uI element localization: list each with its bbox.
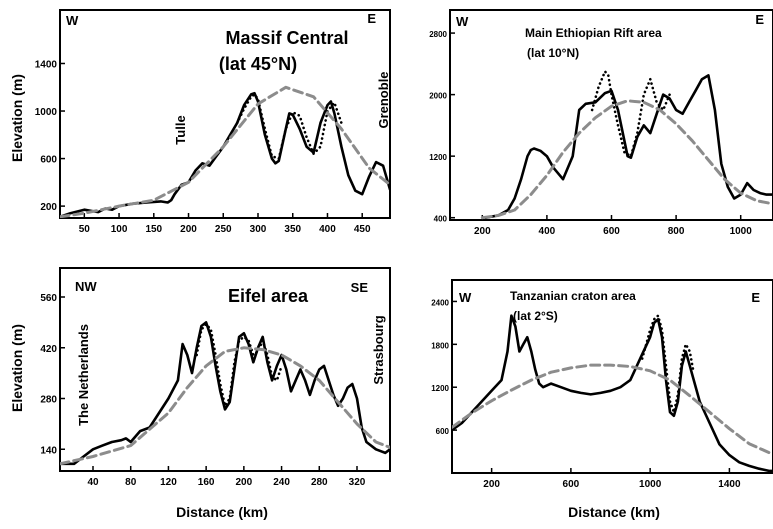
x-tick-label: 400 xyxy=(539,226,556,237)
x-tick-label: 320 xyxy=(349,477,366,488)
regional-dome-dashed-line xyxy=(60,346,390,466)
y-tick-label: 200 xyxy=(40,202,57,213)
x-tick-label: 300 xyxy=(250,224,267,235)
model-dotted-line xyxy=(640,314,696,414)
topography-line xyxy=(60,91,390,218)
y-axis-title-top: Elevation (m) xyxy=(9,74,25,162)
chart-subtitle: (lat 2°S) xyxy=(513,309,558,323)
model-dotted-line xyxy=(235,93,343,160)
plot-frame xyxy=(449,9,773,221)
model-dotted-line xyxy=(195,322,283,408)
x-tick-label: 280 xyxy=(311,477,328,488)
y-tick-label: 400 xyxy=(434,215,448,224)
chart-title: Tanzanian craton area xyxy=(510,289,636,303)
x-tick-label: 600 xyxy=(563,479,580,490)
model-dotted-line xyxy=(590,70,671,158)
regional-dome-dashed-line xyxy=(480,99,773,220)
x-tick-label: 150 xyxy=(145,224,162,235)
y-tick-label: 2800 xyxy=(429,30,447,39)
x-tick-label: 400 xyxy=(319,224,336,235)
y-tick-label: 1000 xyxy=(35,107,58,118)
chart-title: Eifel area xyxy=(228,286,309,306)
regional-dome-dashed-line xyxy=(60,85,390,218)
x-tick-label: 120 xyxy=(160,477,177,488)
y-tick-label: 1400 xyxy=(35,59,58,70)
direction-label-right: SE xyxy=(351,280,369,295)
place-annotation: The Netherlands xyxy=(76,324,91,426)
direction-label-right: E xyxy=(751,290,760,305)
direction-label-left: W xyxy=(456,14,469,29)
x-tick-label: 240 xyxy=(273,477,290,488)
x-tick-label: 80 xyxy=(125,477,137,488)
y-axis-title-bottom: Elevation (m) xyxy=(9,324,25,412)
y-tick-label: 2000 xyxy=(429,92,447,101)
chart-subtitle: (lat 10°N) xyxy=(527,46,579,60)
place-annotation: Grenoble xyxy=(376,71,391,128)
chart-panel: 200 600 1000 1400 600 1200 1800 2400 Tanzanian c… xyxy=(431,279,773,490)
y-tick-label: 1200 xyxy=(429,153,447,162)
x-tick-label: 100 xyxy=(111,224,128,235)
x-tick-label: 350 xyxy=(284,224,301,235)
x-tick-label: 600 xyxy=(603,226,620,237)
chart-panel: 200 400 600 800 1000 400 1200 2000 2800 Main Ethi… xyxy=(429,9,773,237)
direction-label-left: W xyxy=(459,290,472,305)
y-tick-label: 560 xyxy=(40,293,57,304)
x-tick-label: 50 xyxy=(79,224,91,235)
chart-title: Massif Central xyxy=(225,28,348,48)
y-tick-label: 420 xyxy=(40,344,57,355)
regional-dome-dashed-line xyxy=(452,363,773,456)
x-tick-label: 200 xyxy=(483,479,500,490)
chart-panel: 40 80 120 160 200 240 280 320 140 280 420 560 Eifel … xyxy=(40,267,391,488)
y-tick-label: 140 xyxy=(40,445,57,456)
chart-title: Main Ethiopian Rift area xyxy=(525,26,662,40)
topography-line xyxy=(484,74,773,219)
topography-line xyxy=(452,314,773,473)
place-annotation: Strasbourg xyxy=(371,315,386,384)
y-tick-label: 600 xyxy=(436,427,450,436)
y-tick-label: 2400 xyxy=(431,298,449,307)
y-tick-label: 1200 xyxy=(431,384,449,393)
x-tick-label: 450 xyxy=(354,224,371,235)
x-tick-label: 1000 xyxy=(730,226,753,237)
plot-frame xyxy=(59,9,391,219)
chart-subtitle: (lat 45°N) xyxy=(219,54,297,74)
y-tick-label: 280 xyxy=(40,395,57,406)
x-tick-label: 40 xyxy=(87,477,99,488)
plot-frame xyxy=(59,267,391,472)
x-tick-label: 1400 xyxy=(718,479,741,490)
plot-frame xyxy=(451,279,773,474)
direction-label-right: E xyxy=(367,11,376,26)
x-tick-label: 200 xyxy=(236,477,253,488)
x-tick-label: 1000 xyxy=(639,479,662,490)
x-axis-title-right: Distance (km) xyxy=(568,504,660,520)
x-tick-label: 250 xyxy=(215,224,232,235)
direction-label-right: E xyxy=(755,12,764,27)
x-tick-label: 200 xyxy=(474,226,491,237)
y-tick-label: 1800 xyxy=(431,341,449,350)
direction-label-left: W xyxy=(66,13,79,28)
topography-line xyxy=(60,321,390,466)
chart-panel: 50 100 150 200 250 300 350 400 450 200 600 1000 1400… xyxy=(35,9,391,235)
x-axis-title-left: Distance (km) xyxy=(176,504,268,520)
x-tick-label: 160 xyxy=(198,477,215,488)
place-annotation: Tulle xyxy=(173,115,188,144)
x-tick-label: 800 xyxy=(668,226,685,237)
direction-label-left: NW xyxy=(75,279,97,294)
y-tick-label: 600 xyxy=(40,155,57,166)
x-tick-label: 200 xyxy=(180,224,197,235)
